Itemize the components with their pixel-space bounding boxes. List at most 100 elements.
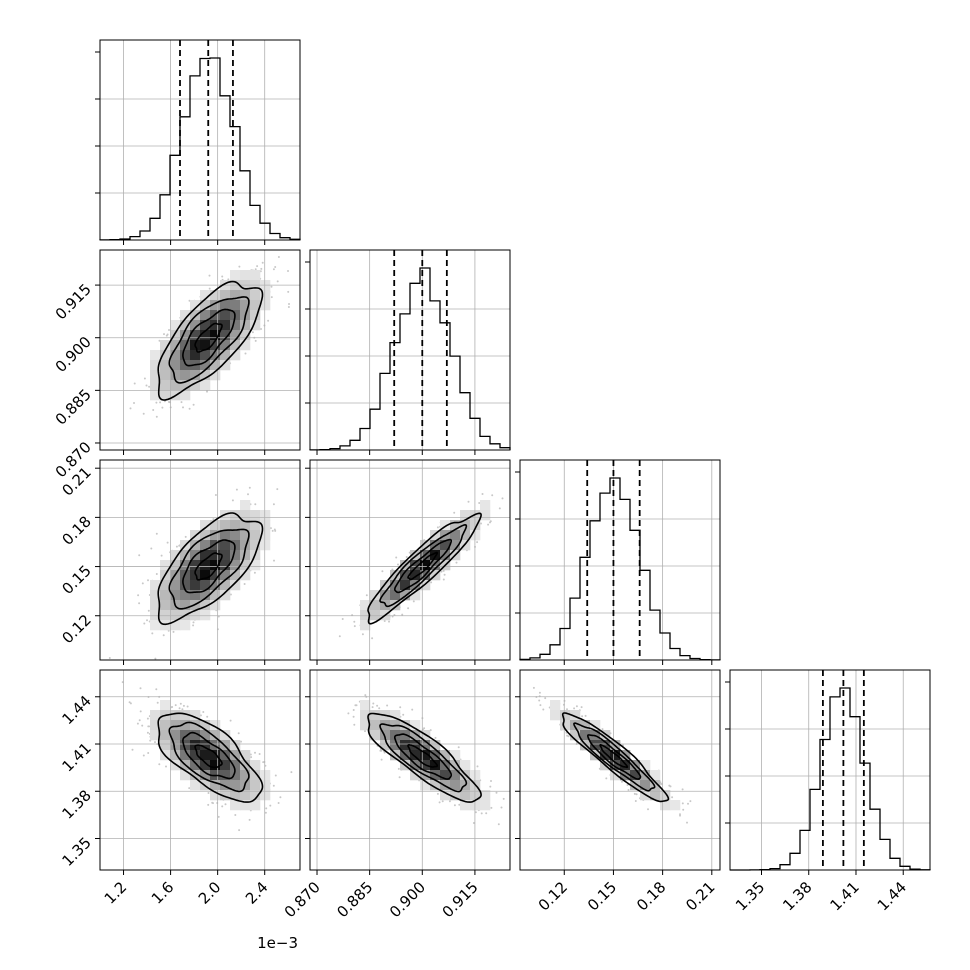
density-cell (460, 510, 471, 521)
density-cell (210, 600, 221, 611)
y-tick-label: 0.900 (52, 333, 95, 376)
density-cell (450, 520, 461, 531)
density-cell (200, 760, 211, 771)
x-tick-label: 1.38 (779, 878, 815, 914)
density-cell (220, 570, 231, 581)
density-cell (370, 610, 381, 621)
density-cell (240, 560, 251, 571)
y-tick-label: 0.15 (58, 562, 94, 598)
x-tick-label: 1.44 (874, 878, 910, 914)
density-cell (260, 290, 271, 301)
density-cell (150, 370, 161, 381)
density-cell (190, 780, 201, 791)
density-cell (250, 780, 261, 791)
density-cell (430, 760, 441, 771)
density-cell (560, 710, 571, 721)
density-cell (220, 770, 231, 781)
density-cell (150, 710, 161, 721)
density-cell (420, 780, 431, 791)
contour-level-4 (157, 512, 264, 626)
density-cell (190, 580, 201, 591)
density-cell (160, 580, 171, 591)
density-cell (150, 590, 161, 601)
density-cell (180, 370, 191, 381)
density-cell (240, 300, 251, 311)
density-cell (660, 800, 671, 811)
x-tick-label: 1.6 (148, 878, 178, 908)
density-cell (200, 300, 211, 311)
histogram-step (99, 57, 301, 241)
density-cell (230, 780, 241, 791)
density-cell (190, 730, 201, 741)
density-cell (150, 380, 161, 391)
density-cell (410, 560, 421, 571)
contour-level-2 (394, 733, 452, 780)
density-cell (200, 570, 211, 581)
density-cell (200, 600, 211, 611)
density-cell (410, 760, 421, 771)
contour-level-4 (157, 712, 264, 803)
density-cell (220, 310, 231, 321)
density-cell (210, 520, 221, 531)
density-cell (260, 530, 271, 541)
density-cell (180, 320, 191, 331)
density-cell (210, 550, 221, 561)
density-cell (160, 720, 171, 731)
density-cell (220, 290, 231, 301)
density-cell (240, 330, 251, 341)
panel-frame-3-3 (729, 669, 931, 871)
density-cell (210, 320, 221, 331)
contour-level-2 (182, 539, 236, 594)
density-cell (160, 360, 171, 371)
density-cell (170, 360, 181, 371)
histogram-3 (730, 670, 931, 871)
density-cell (360, 620, 371, 631)
density-cell (600, 750, 611, 761)
density-cell (420, 560, 431, 571)
density-cell (180, 600, 191, 611)
density-cell (260, 780, 271, 791)
density-cell (240, 340, 251, 351)
density-cell (180, 620, 191, 631)
contour-level-1 (194, 744, 223, 769)
x-tick-label: 1.41 (826, 878, 862, 914)
density-cell (240, 270, 251, 281)
contour-level-3 (168, 296, 250, 384)
density-cell (190, 750, 201, 761)
density-cell (190, 560, 201, 571)
density-cell (400, 720, 411, 731)
density-cell (220, 760, 231, 771)
density-cell (250, 530, 261, 541)
density-cell (450, 780, 461, 791)
density-cell (640, 760, 651, 771)
density-cell (150, 350, 161, 361)
density-cell (410, 740, 421, 751)
contour-level-1 (599, 744, 629, 769)
density-cell (200, 750, 211, 761)
density-cell (450, 770, 461, 781)
panel-frame-0-0 (99, 39, 301, 241)
density-cell (210, 780, 221, 791)
density-cell (590, 740, 601, 751)
density-cell (430, 560, 441, 571)
density-cell (420, 540, 431, 551)
y-tick-label: 0.18 (58, 512, 94, 548)
density-cell (250, 790, 261, 801)
density-cell (230, 770, 241, 781)
density-cell (200, 310, 211, 321)
density-cell (650, 790, 661, 801)
panel-2-1-contours (367, 512, 482, 625)
density-cell (220, 360, 231, 371)
density-cell (480, 500, 491, 511)
panel-frame-3-2 (519, 669, 721, 871)
density-cell (250, 540, 261, 551)
density-cell (450, 760, 461, 771)
y-tick-label: 0.915 (52, 280, 95, 323)
density-cell (170, 330, 181, 341)
density-cell (220, 520, 231, 531)
density-cell (570, 710, 581, 721)
density-cell (560, 720, 571, 731)
density-cell (220, 340, 231, 351)
histogram-2 (519, 460, 721, 661)
